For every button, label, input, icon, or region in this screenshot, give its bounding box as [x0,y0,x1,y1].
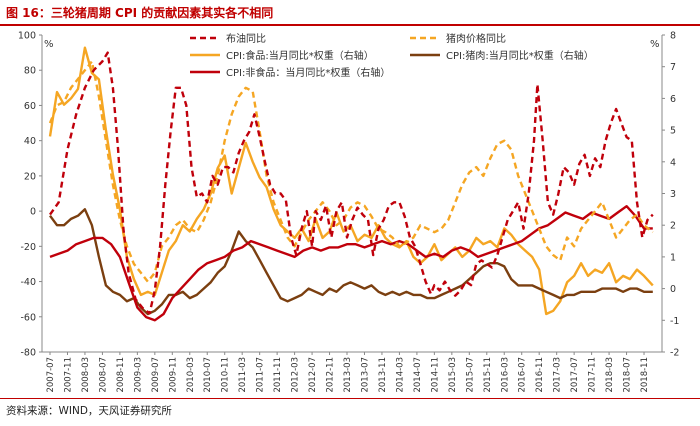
x-tick-label: 2011-03 [238,357,248,393]
legend-label-4: CPI:非食品：当月同比*权重（右轴） [226,66,390,79]
x-tick-label: 2016-07 [518,357,528,393]
left-tick-label: -40 [20,277,36,288]
series-line-0 [49,51,654,315]
right-tick-label: 2 [670,221,676,232]
right-tick-label: 8 [670,31,676,42]
left-tick-label: 100 [18,31,36,42]
x-tick-label: 2016-11 [535,357,545,393]
right-tick-label: 0 [670,284,676,295]
x-tick-label: 2014-07 [413,357,423,393]
x-tick-label: 2015-07 [465,357,475,393]
x-tick-label: 2008-03 [81,357,91,393]
x-tick-label: 2013-07 [360,357,370,393]
legend-label-0: 布油同比 [226,32,266,45]
x-tick-label: 2014-03 [395,357,405,393]
x-tick-label: 2018-11 [640,357,650,393]
title-divider [0,24,700,26]
series-line-4 [49,204,653,322]
x-tick-label: 2010-11 [221,357,231,393]
figure-title: 图 16：三轮猪周期 CPI 的贡献因素其实各不相同 [6,6,274,20]
cpi-pork-cycle-chart: -80 -60 -40 -20 0 20 40 60 80 100 -2 -1 0 1 2 3 4 5 6 7 8% % 2… [18,31,680,393]
chart-series [48,46,654,322]
legend-label-2: CPI:食品:当月同比*权重（右轴） [226,49,374,62]
x-tick-label: 2008-11 [116,357,126,393]
x-tick-label: 2011-07 [256,357,266,393]
x-tick-label: 2012-11 [326,357,336,393]
right-tick-label: 1 [670,252,676,263]
x-tick-label: 2010-07 [203,357,213,393]
x-tick-label: 2010-03 [186,357,196,393]
right-tick-label: -2 [670,348,679,359]
x-tick-label: 2016-03 [500,357,510,393]
left-tick-label: 40 [24,136,36,147]
right-tick-label: 6 [670,94,676,105]
left-tick-label: 0 [30,207,36,218]
chart-axes: -80 -60 -40 -20 0 20 40 60 80 100 -2 -1 0 1 2 3 4 5 6 7 8% % 2… [18,31,680,393]
left-tick-label: -60 [20,312,36,323]
x-tick-label: 2013-03 [343,357,353,393]
right-tick-label: 7 [670,62,676,73]
x-tick-label: 2007-07 [46,357,56,393]
left-tick-label: 80 [24,66,36,77]
x-tick-label: 2017-11 [588,357,598,393]
legend-label-3: CPI:猪肉:当月同比*权重（右轴） [446,49,594,62]
left-axis-unit: % [44,39,54,50]
x-tick-label: 2007-11 [63,357,73,393]
x-tick-label: 2015-11 [483,357,493,393]
x-tick-label: 2013-11 [378,357,388,393]
x-tick-label: 2018-07 [623,357,633,393]
right-tick-label: -1 [670,316,679,327]
chart-legend: 布油同比 猪肉价格同比 CPI:食品:当月同比*权重（右轴） CPI:猪肉:当月同比*… [190,32,594,79]
x-tick-label: 2009-11 [168,357,178,393]
footer-divider [0,398,700,399]
x-tick-label: 2011-11 [273,357,283,393]
x-tick-label: 2012-03 [291,357,301,393]
x-tick-label: 2009-03 [133,357,143,393]
legend-label-1: 猪肉价格同比 [446,32,506,45]
left-tick-label: -20 [20,242,36,253]
left-tick-label: 60 [24,101,36,112]
x-tick-label: 2017-03 [553,357,563,393]
x-tick-label: 2017-07 [570,357,580,393]
source-note: 资料来源：WIND，天风证券研究所 [6,405,172,417]
x-tick-label: 2015-03 [448,357,458,393]
right-tick-label: 4 [670,157,676,168]
right-axis-unit: % [650,39,660,50]
x-tick-label: 2009-07 [151,357,161,393]
left-tick-label: -80 [20,348,36,359]
right-tick-label: 5 [670,126,676,137]
x-tick-label: 2018-03 [605,357,615,393]
x-tick-label: 2008-07 [98,357,108,393]
right-tick-label: 3 [670,189,676,200]
left-tick-label: 20 [24,171,36,182]
x-tick-label: 2012-07 [308,357,318,393]
series-line-1 [48,60,654,283]
x-tick-label: 2014-11 [430,357,440,393]
